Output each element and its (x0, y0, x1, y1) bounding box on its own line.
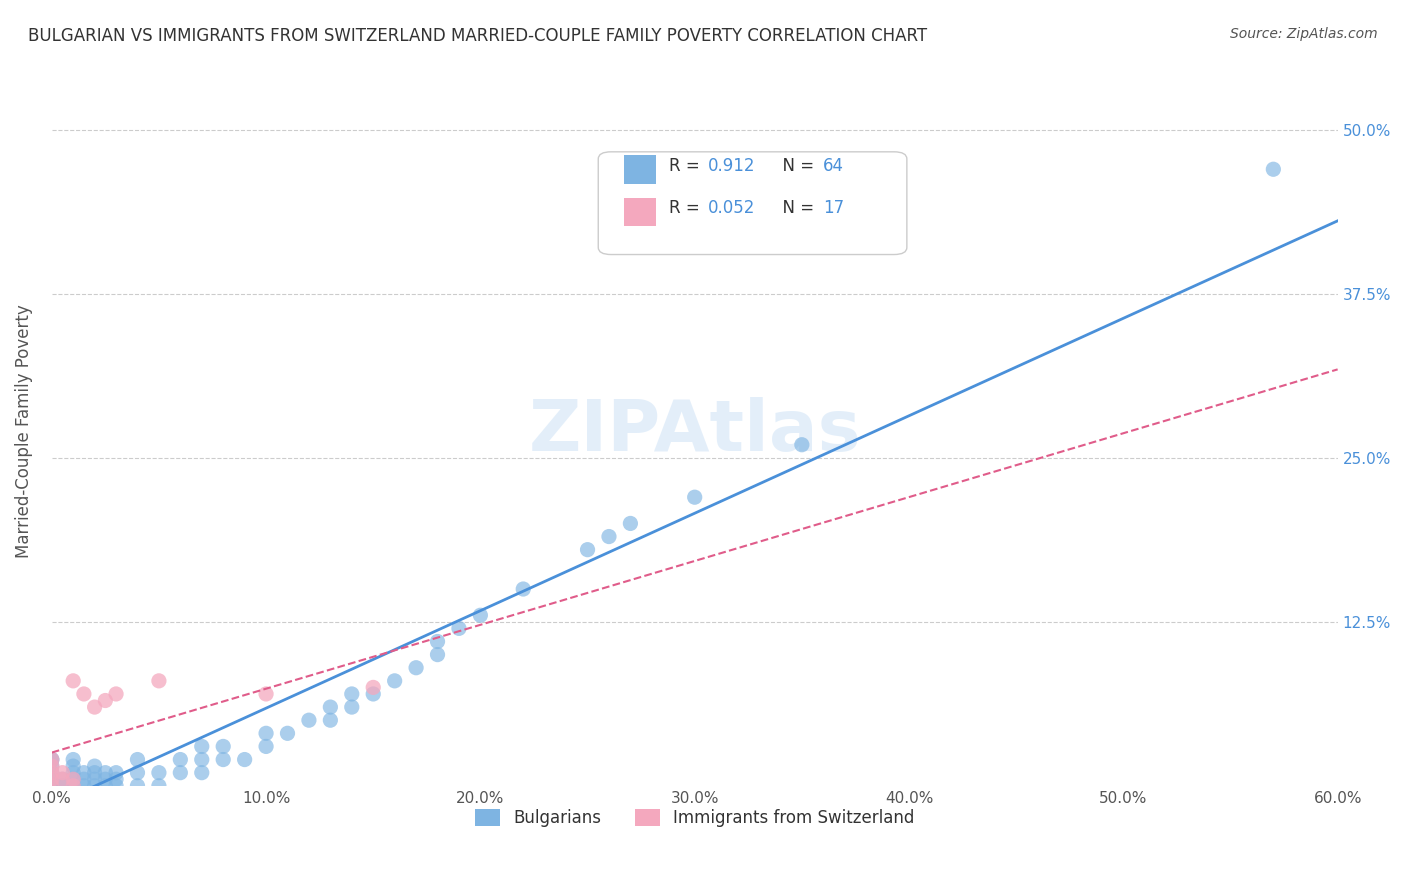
Point (41, 772, 63, 787)
Point (319, 700, 342, 714)
Point (73, 765, 96, 780)
Point (426, 634, 449, 648)
Point (83, 772, 105, 787)
Point (191, 739, 214, 754)
Point (105, 772, 128, 787)
Point (41, 779, 63, 793)
Point (127, 779, 149, 793)
Text: 0.052: 0.052 (707, 200, 755, 218)
Point (1263, 162, 1285, 177)
Point (62, 772, 84, 787)
Y-axis label: Married-Couple Family Poverty: Married-Couple Family Poverty (15, 305, 32, 558)
Point (790, 438, 813, 452)
Point (233, 753, 256, 767)
Point (254, 726, 277, 740)
Point (73, 687, 96, 701)
Point (212, 753, 235, 767)
Point (62, 779, 84, 793)
Point (41, 753, 63, 767)
Point (254, 687, 277, 701)
Point (41, 753, 63, 767)
Point (51, 765, 73, 780)
Point (41, 772, 63, 787)
Point (576, 542, 599, 557)
Point (169, 765, 191, 780)
FancyBboxPatch shape (598, 152, 907, 254)
Text: 17: 17 (824, 200, 845, 218)
Point (683, 490, 706, 504)
Text: BULGARIAN VS IMMIGRANTS FROM SWITZERLAND MARRIED-COUPLE FAMILY POVERTY CORRELATI: BULGARIAN VS IMMIGRANTS FROM SWITZERLAND… (28, 27, 927, 45)
Point (361, 687, 384, 701)
Bar (624, 198, 657, 227)
Point (298, 713, 321, 727)
Text: 64: 64 (824, 157, 844, 175)
Text: 0.912: 0.912 (707, 157, 755, 175)
Point (361, 681, 384, 695)
Text: N =: N = (772, 200, 820, 218)
Point (127, 753, 149, 767)
Point (94, 772, 117, 787)
Point (83, 779, 105, 793)
Point (62, 759, 84, 773)
Point (41, 779, 63, 793)
Point (148, 673, 170, 688)
Legend: Bulgarians, Immigrants from Switzerland: Bulgarians, Immigrants from Switzerland (468, 803, 921, 834)
Text: R =: R = (669, 157, 704, 175)
Point (83, 765, 105, 780)
Point (340, 687, 363, 701)
Point (41, 765, 63, 780)
Point (254, 739, 277, 754)
Text: ZIPAtlas: ZIPAtlas (529, 397, 860, 467)
Point (512, 582, 534, 596)
Text: Source: ZipAtlas.com: Source: ZipAtlas.com (1230, 27, 1378, 41)
Point (384, 673, 406, 688)
Point (62, 753, 84, 767)
Point (405, 661, 427, 675)
Point (94, 765, 117, 780)
Point (127, 765, 149, 780)
Point (94, 693, 117, 707)
Text: N =: N = (772, 157, 820, 175)
Point (105, 765, 128, 780)
Point (105, 687, 128, 701)
Point (41, 765, 63, 780)
Text: R =: R = (669, 200, 704, 218)
Point (62, 673, 84, 688)
Point (447, 621, 470, 635)
Point (73, 779, 96, 793)
Bar (624, 155, 657, 184)
Point (51, 779, 73, 793)
Point (340, 700, 363, 714)
Point (83, 700, 105, 714)
Point (41, 779, 63, 793)
Point (619, 516, 641, 531)
Point (62, 772, 84, 787)
Point (41, 759, 63, 773)
Point (169, 753, 191, 767)
Point (191, 753, 214, 767)
Point (212, 739, 235, 754)
Point (41, 779, 63, 793)
Point (73, 772, 96, 787)
Point (51, 772, 73, 787)
Point (148, 779, 170, 793)
Point (470, 608, 492, 623)
Point (426, 648, 449, 662)
Point (62, 779, 84, 793)
Point (105, 779, 128, 793)
Point (94, 779, 117, 793)
Point (62, 765, 84, 780)
Point (191, 765, 214, 780)
Point (83, 759, 105, 773)
Point (598, 530, 620, 544)
Point (41, 759, 63, 773)
Point (51, 772, 73, 787)
Point (319, 713, 342, 727)
Point (41, 753, 63, 767)
Point (41, 779, 63, 793)
Point (276, 726, 298, 740)
Point (148, 765, 170, 780)
